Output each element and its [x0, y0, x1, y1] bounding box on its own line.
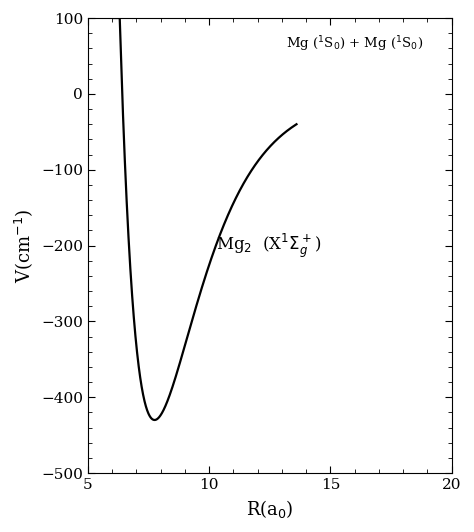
Text: Mg ($^1$S$_0$) + Mg ($^1$S$_0$): Mg ($^1$S$_0$) + Mg ($^1$S$_0$) — [286, 35, 423, 54]
Text: Mg$_2$  (X$^1\Sigma^+_g$): Mg$_2$ (X$^1\Sigma^+_g$) — [217, 231, 322, 260]
X-axis label: R(a$_0$): R(a$_0$) — [246, 497, 293, 520]
Y-axis label: V(cm$^{-1}$): V(cm$^{-1}$) — [12, 209, 36, 282]
